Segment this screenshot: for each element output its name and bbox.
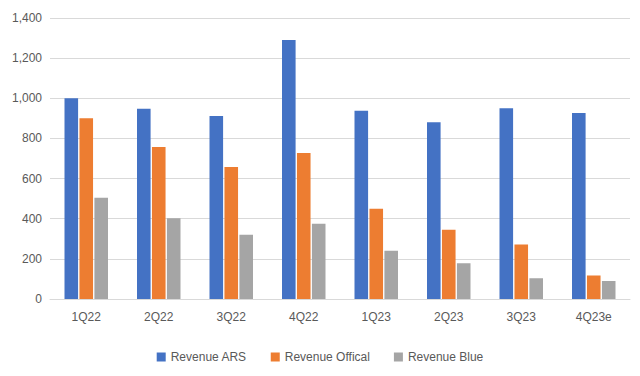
- svg-text:Revenue Blue: Revenue Blue: [408, 350, 484, 364]
- svg-text:1Q23: 1Q23: [362, 310, 392, 324]
- svg-text:800: 800: [22, 131, 42, 145]
- svg-text:3Q23: 3Q23: [507, 310, 537, 324]
- svg-text:1,400: 1,400: [12, 11, 42, 25]
- svg-text:600: 600: [22, 172, 42, 186]
- svg-text:1,000: 1,000: [12, 91, 42, 105]
- svg-text:0: 0: [35, 292, 42, 306]
- svg-text:4Q22: 4Q22: [289, 310, 319, 324]
- svg-text:4Q23e: 4Q23e: [576, 310, 612, 324]
- svg-text:1,200: 1,200: [12, 51, 42, 65]
- svg-text:Revenue Offical: Revenue Offical: [285, 350, 370, 364]
- svg-text:200: 200: [22, 252, 42, 266]
- svg-text:2Q22: 2Q22: [144, 310, 174, 324]
- svg-text:2Q23: 2Q23: [434, 310, 464, 324]
- svg-text:1Q22: 1Q22: [72, 310, 102, 324]
- svg-text:400: 400: [22, 212, 42, 226]
- svg-text:Revenue ARS: Revenue ARS: [171, 350, 246, 364]
- svg-text:3Q22: 3Q22: [217, 310, 247, 324]
